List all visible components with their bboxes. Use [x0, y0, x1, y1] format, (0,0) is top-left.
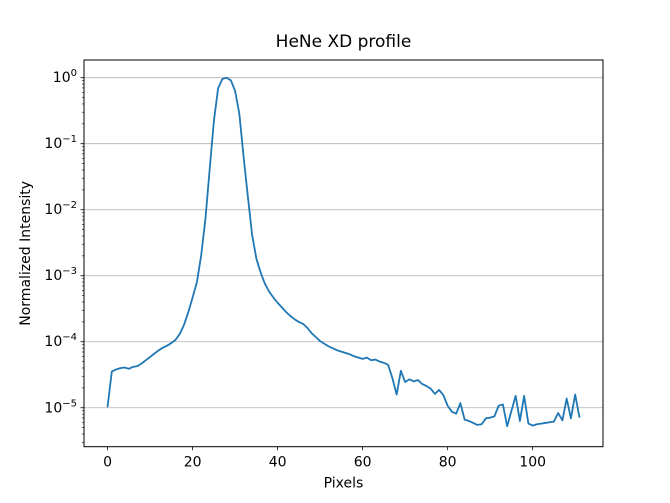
x-tick-label: 0	[103, 455, 112, 471]
y-tick-label: 10−3	[44, 266, 77, 284]
axes-frame	[83, 59, 604, 448]
chart-title: HeNe XD profile	[276, 32, 412, 52]
x-axis: 0 20 40 60 80 100	[103, 446, 546, 471]
y-tick-label: 10−1	[44, 134, 77, 152]
x-axis-label: Pixels	[324, 476, 364, 492]
x-tick-label: 60	[354, 455, 372, 471]
x-tick-label: 40	[269, 455, 287, 471]
y-axis-label: Normalized Intensity	[18, 181, 34, 326]
data-line-series	[106, 76, 581, 428]
x-tick-label: 100	[519, 455, 546, 471]
y-tick-label: 10−4	[44, 332, 77, 350]
y-axis: 100 10−1 10−2 10−3 10−4 10−5	[44, 68, 84, 416]
y-gridlines	[84, 77, 603, 409]
y-tick-label: 100	[53, 68, 77, 86]
x-tick-label: 80	[439, 455, 457, 471]
x-tick-label: 20	[184, 455, 202, 471]
y-tick-label: 10−5	[44, 398, 77, 416]
y-tick-label: 10−2	[44, 200, 77, 218]
